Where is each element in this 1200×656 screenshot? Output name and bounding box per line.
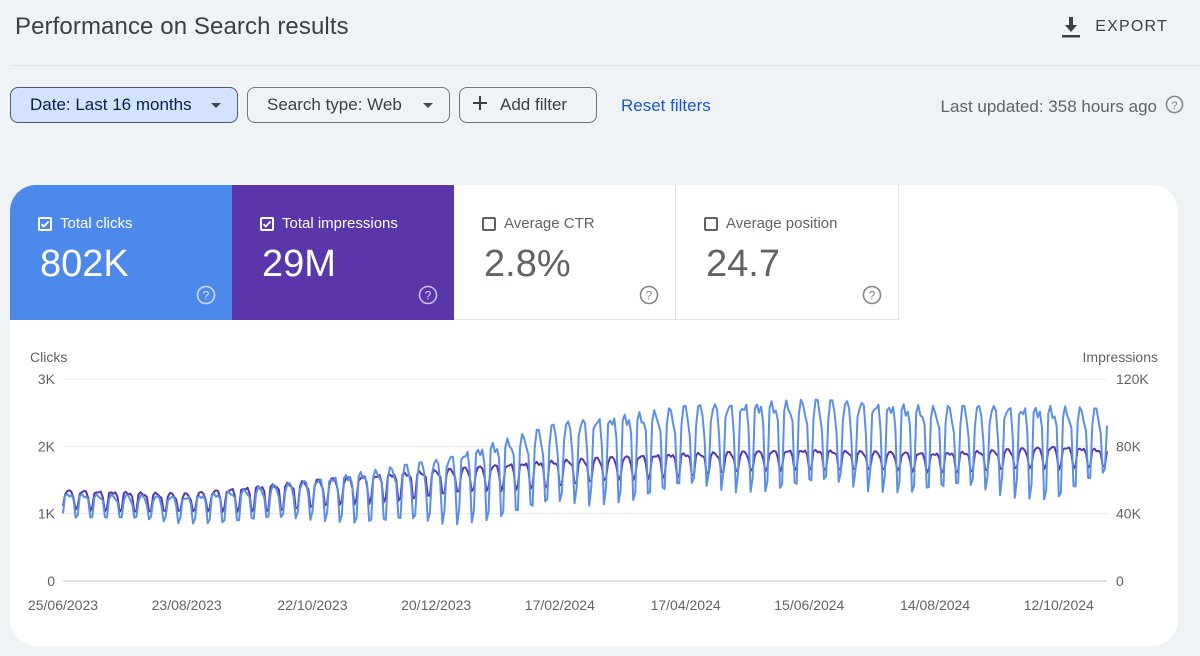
y-tick-label-left: 0 — [47, 573, 55, 589]
reset-filters-link[interactable]: Reset filters — [621, 96, 711, 115]
x-tick-label: 20/12/2023 — [401, 597, 471, 613]
x-tick-label: 15/06/2024 — [774, 597, 844, 613]
metric-value: 802K — [40, 243, 129, 285]
export-label: EXPORT — [1095, 18, 1168, 35]
add-filter-button[interactable]: Add filter — [459, 87, 597, 123]
plus-icon — [472, 95, 488, 116]
checkbox-unchecked-icon[interactable] — [482, 216, 496, 231]
x-tick-label: 12/10/2024 — [1024, 597, 1094, 613]
add-filter-label: Add filter — [500, 95, 568, 114]
dropdown-arrow-icon — [423, 103, 433, 108]
svg-text:?: ? — [646, 289, 653, 303]
x-tick-label: 22/10/2023 — [277, 597, 347, 613]
metric-label: Total clicks — [60, 215, 133, 232]
metric-value: 29M — [262, 243, 336, 285]
y-tick-label-right: 120K — [1116, 371, 1149, 387]
metric-label-row: Total clicks — [38, 215, 133, 232]
y-tick-label-right: 0 — [1116, 573, 1124, 589]
help-icon[interactable]: ? — [196, 285, 216, 310]
date-filter-label: Date: Last 16 months — [30, 95, 192, 114]
help-icon[interactable]: ? — [639, 285, 659, 310]
metric-label: Average position — [726, 215, 838, 232]
svg-text:?: ? — [869, 289, 876, 303]
series-line-clicks — [62, 398, 1108, 526]
help-icon[interactable]: ? — [1165, 95, 1184, 119]
svg-text:?: ? — [1171, 100, 1177, 112]
search-type-chip[interactable]: Search type: Web — [247, 87, 450, 123]
last-updated: Last updated: 358 hours ago ? — [941, 95, 1184, 119]
metric-total-clicks[interactable]: Total clicks 802K ? — [10, 185, 232, 320]
y-tick-label-left: 3K — [38, 371, 56, 387]
x-tick-label: 14/08/2024 — [900, 597, 970, 613]
metric-value: 24.7 — [706, 243, 780, 285]
x-tick-label: 25/06/2023 — [28, 597, 98, 613]
metric-label-row: Average position — [704, 215, 837, 232]
y-axis-left-title: Clicks — [30, 349, 67, 365]
y-axis-right-title: Impressions — [1083, 349, 1158, 365]
download-icon — [1061, 16, 1081, 38]
help-icon[interactable]: ? — [862, 285, 882, 310]
help-icon[interactable]: ? — [418, 285, 438, 310]
checkbox-checked-icon[interactable] — [260, 216, 274, 231]
metric-total-impressions[interactable]: Total impressions 29M ? — [232, 185, 454, 320]
metric-label: Total impressions — [282, 215, 398, 232]
header-divider — [10, 65, 1200, 66]
page-title: Performance on Search results — [15, 13, 349, 40]
checkbox-checked-icon[interactable] — [38, 216, 52, 231]
y-tick-label-left: 2K — [38, 438, 56, 454]
date-filter-chip[interactable]: Date: Last 16 months — [10, 87, 238, 123]
metric-label-row: Average CTR — [482, 215, 595, 232]
metric-label: Average CTR — [504, 215, 595, 232]
x-tick-label: 23/08/2023 — [152, 597, 222, 613]
metric-label-row: Total impressions — [260, 215, 398, 232]
metric-value: 2.8% — [484, 243, 571, 285]
metric-average-ctr[interactable]: Average CTR 2.8% ? — [454, 185, 676, 320]
svg-text:?: ? — [425, 289, 432, 303]
dropdown-arrow-icon — [211, 103, 221, 108]
y-tick-label-right: 80K — [1116, 438, 1142, 454]
last-updated-text: Last updated: 358 hours ago — [940, 97, 1157, 116]
svg-text:?: ? — [203, 289, 210, 303]
y-tick-label-right: 40K — [1116, 506, 1142, 522]
metric-average-position[interactable]: Average position 24.7 ? — [676, 185, 899, 320]
checkbox-unchecked-icon[interactable] — [704, 216, 718, 231]
x-tick-label: 17/04/2024 — [651, 597, 721, 613]
performance-chart[interactable]: Clicks Impressions 0 0 1K 40K 2K 80K 3K 120K 25/06… — [10, 340, 1178, 630]
performance-card: Total clicks 802K ? Total impressions 29… — [10, 185, 1178, 646]
x-tick-label: 17/02/2024 — [525, 597, 595, 613]
y-tick-label-left: 1K — [38, 506, 56, 522]
search-type-label: Search type: Web — [267, 95, 402, 114]
export-button[interactable]: EXPORT — [1061, 12, 1168, 42]
